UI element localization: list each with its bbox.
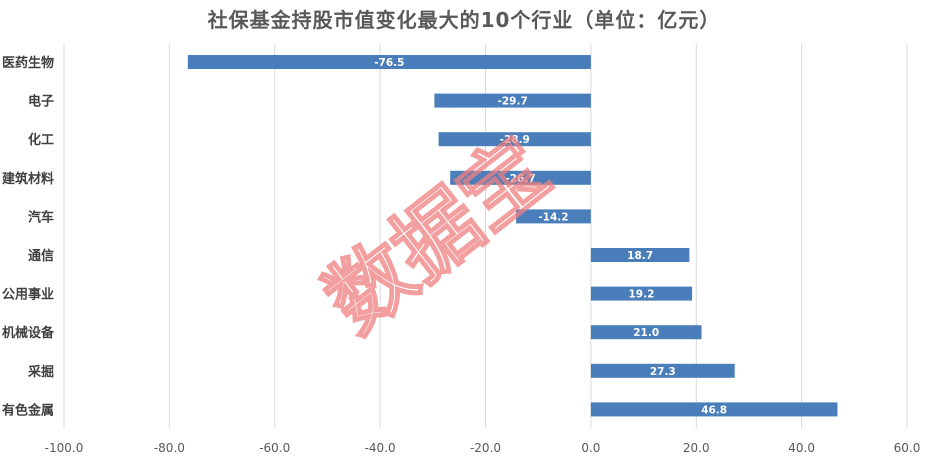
- bar-value-label: 18.7: [627, 250, 653, 262]
- bar: [438, 132, 591, 147]
- x-tick-label: -100.0: [45, 441, 84, 455]
- category-label: 化工: [28, 132, 54, 148]
- bar: [450, 170, 591, 185]
- category-label: 医药生物: [2, 55, 54, 71]
- bar-value-label: 27.3: [650, 366, 676, 378]
- bar: [516, 209, 591, 224]
- bar: [590, 363, 735, 378]
- category-label: 公用事业: [2, 287, 54, 303]
- bar-value-label: -28.9: [500, 134, 530, 146]
- category-label: 有色金属: [2, 402, 54, 418]
- chart-title: 社保基金持股市值变化最大的10个行业（单位：亿元）: [207, 8, 721, 32]
- bar: [434, 93, 591, 108]
- x-tick-label: 60.0: [894, 441, 921, 455]
- x-tick-label: 20.0: [683, 441, 710, 455]
- x-tick-label: -60.0: [259, 441, 290, 455]
- x-axis-tick-labels: -100.0 -80.0 -60.0 -40.0 -20.0 0.0 20.0 40.0 60.…: [45, 441, 921, 455]
- bar: [187, 55, 591, 69]
- category-label: 采掘: [27, 364, 54, 380]
- bar: [590, 286, 693, 301]
- bars: -76.5 -29.7 -28.9 -26.7 -14.2 18.7 19.2 21.0 27.…: [187, 55, 838, 417]
- category-label: 机械设备: [2, 325, 55, 341]
- category-label: 汽车: [28, 209, 54, 225]
- bar-value-label: 21.0: [633, 327, 659, 339]
- bar: [590, 402, 838, 417]
- bar-value-label: 46.8: [701, 404, 727, 416]
- bar-value-label: -26.7: [505, 173, 535, 185]
- bar: [590, 325, 702, 340]
- category-label: 通信: [28, 248, 54, 264]
- bar: [590, 248, 690, 262]
- bar-value-label: -14.2: [538, 211, 568, 223]
- bar-value-label: 19.2: [628, 289, 654, 301]
- x-tick-label: -80.0: [154, 441, 185, 455]
- bar-value-label: -29.7: [498, 96, 528, 108]
- x-tick-label: 0.0: [581, 441, 600, 455]
- x-tick-label: -20.0: [470, 441, 501, 455]
- bar-value-label: -76.5: [374, 57, 404, 69]
- category-label: 电子: [28, 94, 54, 110]
- x-tick-label: 40.0: [788, 441, 815, 455]
- x-tick-label: -40.0: [365, 441, 396, 455]
- category-label: 建筑材料: [2, 171, 54, 187]
